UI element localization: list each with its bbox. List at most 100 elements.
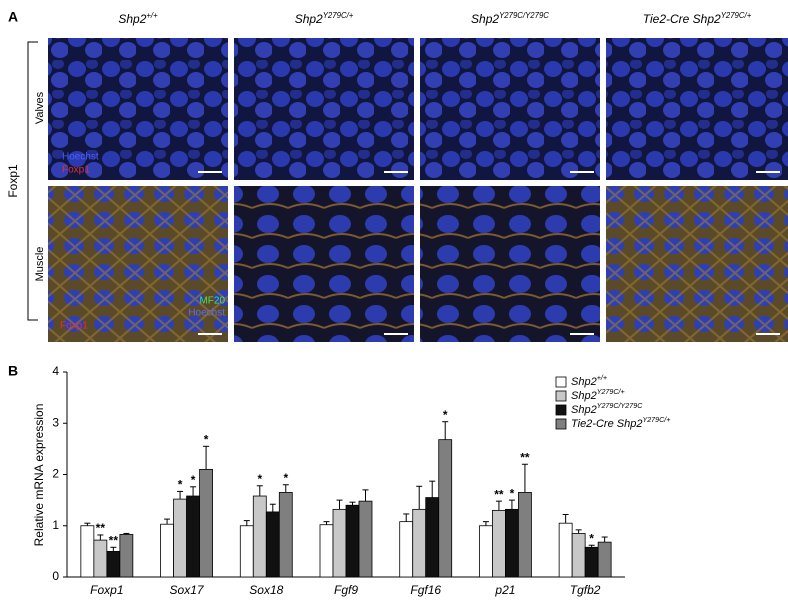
row-label: Valves: [34, 91, 46, 124]
x-tick-label: Foxp1: [90, 583, 123, 597]
bar: [584, 546, 599, 578]
micrograph: [234, 186, 414, 342]
micrograph: [606, 186, 788, 342]
superscript: +/+: [597, 374, 607, 382]
significance: *: [257, 472, 262, 486]
bar: [425, 497, 440, 578]
bar: [571, 533, 586, 578]
significance: *: [178, 478, 183, 492]
micrograph: [420, 38, 600, 180]
panel-letter: A: [8, 9, 18, 25]
bar: [106, 550, 121, 578]
micrograph: [48, 186, 228, 342]
y-tick-label: 1: [52, 518, 59, 532]
stain-label: Hoechst: [188, 308, 225, 319]
bar: [438, 439, 453, 578]
bar: [173, 498, 187, 578]
significance: **: [494, 487, 504, 501]
superscript: Y279C/+: [597, 388, 625, 396]
superscript: Y279C/+: [721, 11, 752, 20]
significance: **: [96, 521, 106, 535]
bracket: [27, 41, 38, 321]
bar: [278, 492, 293, 578]
side-label: Foxp1: [6, 164, 20, 198]
bar: [479, 525, 493, 578]
bar: [505, 508, 519, 578]
legend-label: Shp2Y279C/Y279C: [571, 402, 643, 416]
bar: [186, 495, 200, 578]
column-header: Tie2-Cre Shp2Y279C/+: [643, 11, 752, 27]
bar: [319, 524, 334, 578]
legend-swatch: [555, 390, 567, 402]
x-tick-label: Fgf9: [334, 583, 358, 597]
bar: [252, 495, 267, 578]
micrograph: [48, 38, 228, 180]
significance: *: [510, 486, 515, 500]
micrograph: [234, 38, 414, 180]
x-tick-label: Fgf16: [410, 583, 441, 597]
y-tick-label: 3: [52, 415, 59, 429]
bar: [199, 468, 213, 578]
bar: [93, 539, 108, 578]
name: Shp2: [118, 12, 146, 26]
scale-bars: [198, 171, 780, 335]
micrograph: [606, 38, 788, 180]
y-tick-label: 2: [52, 467, 59, 481]
panel-letter: B: [8, 363, 18, 379]
name: Shp2: [295, 12, 323, 26]
superscript: Y279C/Y279C: [597, 402, 643, 410]
bar: [399, 521, 414, 578]
y-axis-label: Relative mRNA expression: [32, 404, 46, 547]
significance: **: [109, 533, 119, 547]
superscript: Y279C/+: [642, 416, 670, 424]
column-header: Shp2+/+: [118, 11, 158, 27]
name: Shp2: [571, 390, 597, 402]
significance: *: [589, 531, 594, 545]
bar: [265, 511, 280, 578]
x-tick-label: Sox18: [249, 583, 283, 597]
bar: [597, 541, 612, 578]
bar: [492, 509, 506, 578]
legend-swatch: [555, 404, 567, 416]
x-tick-label: p21: [494, 583, 515, 597]
bar: [239, 525, 254, 578]
y-tick-label: 4: [52, 364, 59, 378]
legend-label: Shp2+/+: [571, 374, 607, 388]
name: Tie2-Cre Shp2: [571, 418, 642, 430]
stain-label: Hoechst: [62, 152, 99, 163]
x-tick-label: Sox17: [170, 583, 205, 597]
name: Shp2: [471, 12, 499, 26]
bar: [160, 523, 174, 578]
legend-swatch: [555, 376, 567, 388]
x-tick-label: Tgfb2: [570, 583, 601, 597]
significance: *: [443, 408, 448, 422]
legend-label: Shp2Y279C/+: [571, 388, 625, 402]
legend-swatch: [555, 418, 567, 430]
name: Shp2: [571, 376, 597, 388]
bar: [412, 508, 427, 578]
micrograph: [420, 186, 600, 342]
bar: [80, 525, 95, 578]
superscript: Y279C/+: [323, 11, 354, 20]
bar: [119, 534, 134, 578]
significance: **: [520, 450, 530, 464]
y-tick-label: 0: [52, 569, 59, 583]
bar: [358, 500, 373, 578]
superscript: Y279C/Y279C: [499, 11, 549, 20]
name: Tie2-Cre Shp2: [643, 12, 721, 26]
bar: [332, 508, 347, 578]
column-header: Shp2Y279C/+: [295, 11, 354, 27]
bar: [518, 492, 532, 578]
significance: *: [283, 471, 288, 485]
row-label: Muscle: [34, 247, 46, 282]
panel-a: A Foxp1 Valves Muscle Hoechst Foxp1 MF20…: [6, 9, 788, 342]
column-header: Shp2Y279C/Y279C: [471, 11, 549, 27]
stain-label: MF20: [199, 296, 225, 307]
significance: *: [204, 432, 209, 446]
legend-label: Tie2-Cre Shp2Y279C/+: [571, 416, 670, 430]
bar: [558, 522, 573, 578]
superscript: +/+: [146, 11, 158, 20]
significance: *: [191, 473, 196, 487]
stain-label: Foxp1: [62, 165, 90, 176]
